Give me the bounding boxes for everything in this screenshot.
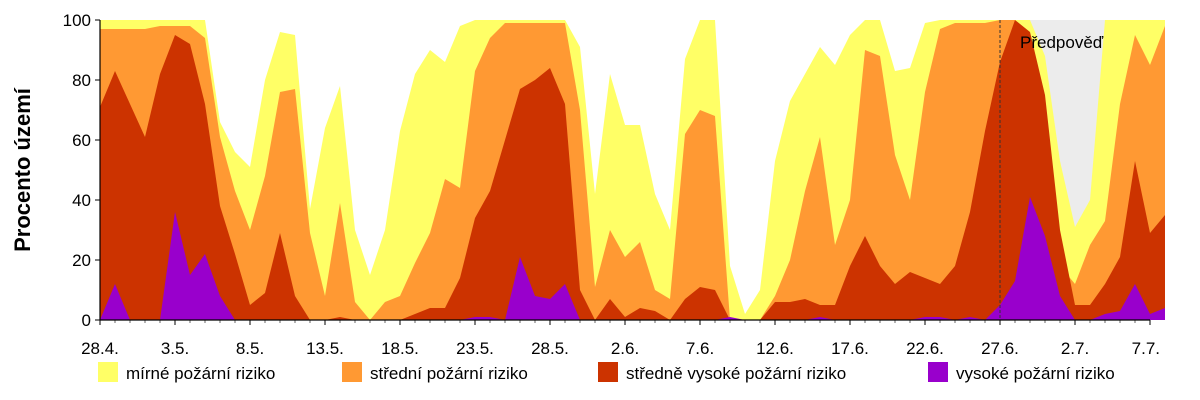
legend-label: mírné požární riziko [126,364,275,383]
x-tick-label: 2.6. [611,339,639,358]
legend-swatch [928,362,948,382]
y-tick-label: 40 [72,191,91,210]
x-tick-label: 8.5. [236,339,264,358]
x-tick-label: 22.6. [906,339,944,358]
x-tick-label: 12.6. [756,339,794,358]
x-tick-label: 23.5. [456,339,494,358]
y-tick-label: 20 [72,251,91,270]
x-tick-label: 27.6. [981,339,1019,358]
x-tick-label: 18.5. [381,339,419,358]
y-axis-title: Procento území [10,87,35,252]
legend-label: střední požární riziko [370,364,528,383]
area-vysoke-pozarni-riziko [100,197,1165,320]
forecast-label: Předpověď [1020,33,1104,52]
legend-item-mirne-pozarni-riziko: mírné požární riziko [98,362,275,383]
stacked-areas [100,20,1165,320]
y-tick-label: 100 [63,11,91,30]
x-tick-label: 7.7. [1132,339,1160,358]
x-tick-label: 28.4. [81,339,119,358]
x-tick-label: 2.7. [1061,339,1089,358]
y-tick-label: 0 [82,311,91,330]
legend: mírné požární riziko střední požární rizi… [98,362,1115,383]
legend-item-vysoke-pozarni-riziko: vysoké požární riziko [928,362,1115,383]
x-tick-label: 28.5. [531,339,569,358]
legend-item-stredne-vysoke-pozarni-riziko: středně vysoké požární riziko [598,362,846,383]
y-tick-label: 80 [72,71,91,90]
x-tick-label: 7.6. [686,339,714,358]
legend-label: středně vysoké požární riziko [626,364,846,383]
x-tick-label: 3.5. [161,339,189,358]
legend-label: vysoké požární riziko [956,364,1115,383]
legend-swatch [598,362,618,382]
legend-item-stredni-pozarni-riziko: střední požární riziko [342,362,528,383]
legend-swatch [342,362,362,382]
x-tick-label: 13.5. [306,339,344,358]
x-tick-labels: 28.4. 3.5. 8.5. 13.5. 18.5. 23.5. 28.5. 2.6. 7.6… [81,320,1160,358]
x-tick-label: 17.6. [831,339,869,358]
area-stredni-pozarni-riziko [100,20,1165,320]
y-tick-labels: 0 20 40 60 80 100 [63,11,100,330]
legend-swatch [98,362,118,382]
y-tick-label: 60 [72,131,91,150]
